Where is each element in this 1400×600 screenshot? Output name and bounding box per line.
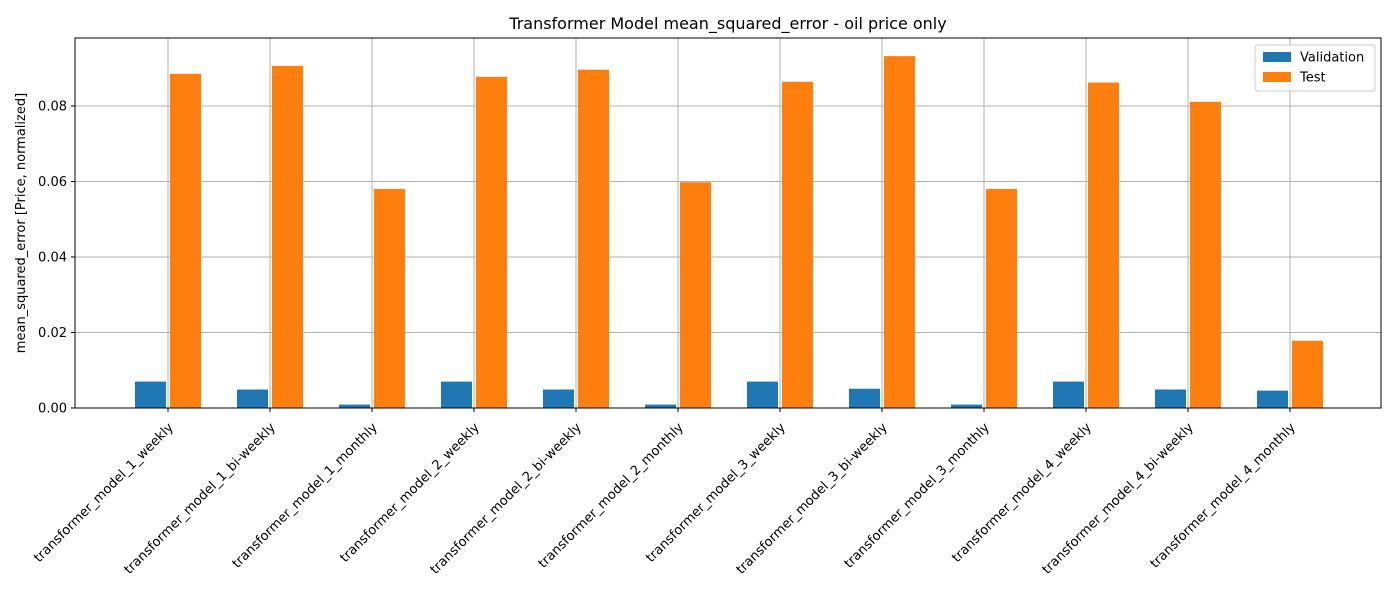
legend: Validation Test bbox=[1254, 44, 1376, 92]
test-bar bbox=[986, 189, 1017, 408]
validation-bar bbox=[441, 381, 472, 408]
test-bar bbox=[1088, 82, 1119, 408]
validation-bar bbox=[747, 381, 778, 408]
test-bar bbox=[884, 56, 915, 409]
test-bar bbox=[1190, 101, 1221, 408]
test-bar bbox=[374, 189, 405, 408]
y-axis-ticks: 0.00 0.02 0.04 0.06 0.08 bbox=[38, 99, 75, 417]
legend-swatch bbox=[1263, 72, 1291, 82]
y-tick-label: 0.06 bbox=[38, 175, 67, 190]
y-tick-label: 0.04 bbox=[38, 250, 67, 265]
test-bar bbox=[272, 65, 303, 408]
validation-bar bbox=[135, 381, 166, 408]
y-tick-label: 0.00 bbox=[38, 402, 67, 417]
bars bbox=[135, 56, 1323, 409]
validation-bar bbox=[1155, 389, 1186, 408]
y-tick-label: 0.02 bbox=[38, 326, 67, 341]
test-bar bbox=[782, 81, 813, 408]
validation-bar bbox=[339, 404, 370, 408]
plot-frame bbox=[74, 37, 1382, 409]
validation-bar bbox=[543, 389, 574, 408]
test-bar bbox=[476, 76, 507, 408]
legend-label: Test bbox=[1299, 71, 1326, 86]
validation-bar bbox=[1257, 390, 1288, 408]
chart-title: Transformer Model mean_squared_error - o… bbox=[508, 14, 946, 34]
legend-swatch bbox=[1263, 52, 1291, 62]
test-bar bbox=[1292, 340, 1323, 408]
validation-bar bbox=[237, 389, 268, 408]
test-bar bbox=[578, 69, 609, 408]
grid-lines bbox=[75, 38, 1381, 408]
validation-bar bbox=[1053, 381, 1084, 408]
validation-bar bbox=[645, 404, 676, 408]
validation-bar bbox=[849, 388, 880, 408]
x-axis-ticks: transformer_model_1_weeklytransformer_mo… bbox=[31, 408, 1299, 577]
y-tick-label: 0.08 bbox=[38, 99, 67, 114]
y-axis-label: mean_squared_error [Price, normalized] bbox=[14, 93, 29, 353]
test-bar bbox=[680, 182, 711, 408]
legend-label: Validation bbox=[1300, 51, 1364, 66]
test-bar bbox=[170, 73, 201, 409]
validation-bar bbox=[951, 404, 982, 408]
